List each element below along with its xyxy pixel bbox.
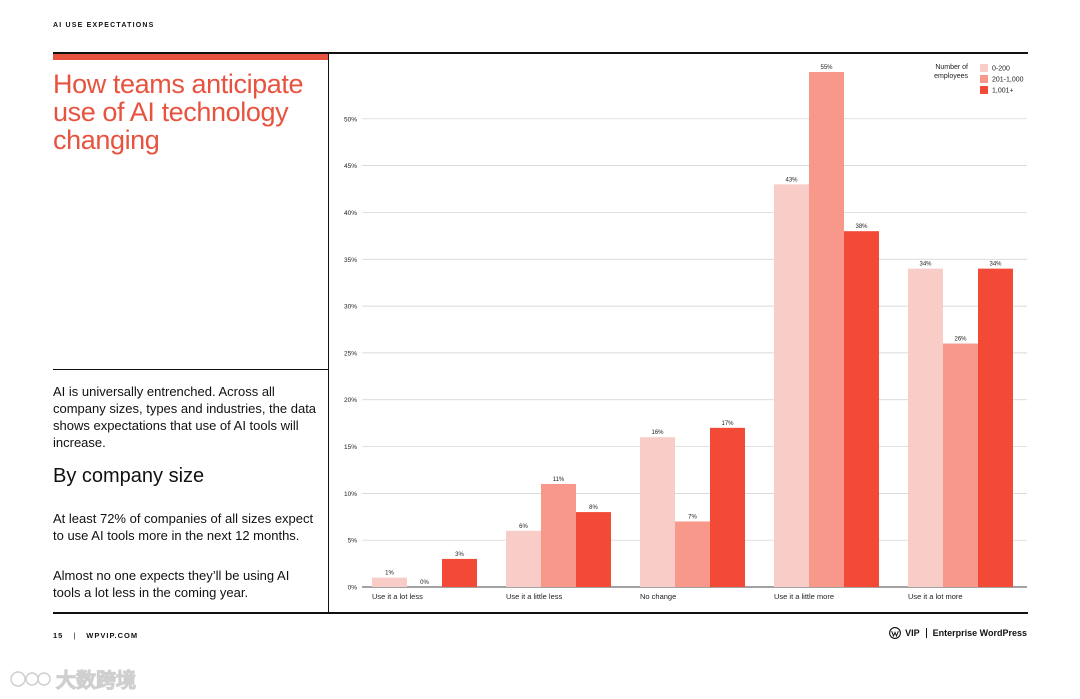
data-label: 0% xyxy=(420,580,429,586)
data-label: 3% xyxy=(455,552,464,558)
top-divider xyxy=(53,52,1028,54)
brand-vip: VIP xyxy=(905,628,920,638)
y-tick-label: 35% xyxy=(344,257,357,264)
bar xyxy=(372,577,407,587)
body-paragraph-2: Almost no one expects they’ll be using A… xyxy=(53,568,290,600)
bar xyxy=(675,521,710,587)
data-label: 1% xyxy=(385,571,394,577)
legend-title: employees xyxy=(934,73,968,80)
wordpress-logo-icon xyxy=(889,627,902,639)
y-tick-label: 40% xyxy=(344,210,357,217)
data-label: 26% xyxy=(954,337,967,343)
bottom-divider xyxy=(53,612,1028,614)
legend-label: 1,001+ xyxy=(992,88,1014,95)
data-label: 17% xyxy=(721,421,734,427)
x-tick-label: Use it a lot more xyxy=(908,592,963,601)
bar xyxy=(541,484,576,587)
bar xyxy=(640,437,675,587)
bar xyxy=(710,427,745,587)
data-label: 38% xyxy=(855,224,868,230)
data-label: 8% xyxy=(589,505,598,511)
data-label: 43% xyxy=(785,177,798,183)
footer-separator: | xyxy=(73,631,77,640)
brand-logo: VIP Enterprise WordPress xyxy=(889,627,1027,639)
x-tick-label: Use it a lot less xyxy=(372,592,423,601)
page-title: How teams anticipate use of AI technolog… xyxy=(53,69,304,155)
vertical-divider xyxy=(328,52,329,613)
data-label: 16% xyxy=(651,430,664,436)
accent-bar xyxy=(53,54,328,60)
body-paragraph-1: At least 72% of companies of all sizes e… xyxy=(53,511,314,543)
data-label: 34% xyxy=(919,262,932,268)
mid-divider xyxy=(53,369,328,370)
legend-swatch xyxy=(980,64,988,72)
bar xyxy=(908,268,943,587)
data-label: 7% xyxy=(688,514,697,520)
data-label: 55% xyxy=(820,65,833,71)
data-label: 34% xyxy=(989,262,1002,268)
data-label: 11% xyxy=(553,477,565,483)
bar xyxy=(774,184,809,587)
page-number: 15 xyxy=(53,631,64,640)
section-subheading: By company size xyxy=(53,465,205,487)
x-tick-label: Use it a little more xyxy=(774,592,834,601)
bar xyxy=(506,530,541,587)
legend-title: Number of xyxy=(935,64,968,71)
bar xyxy=(442,558,477,587)
y-tick-label: 10% xyxy=(344,491,357,498)
bar xyxy=(809,72,844,587)
watermark: 大数跨境 xyxy=(10,664,137,693)
brand-name: Enterprise WordPress xyxy=(932,628,1027,638)
bar xyxy=(978,268,1013,587)
intro-text: AI is universally entrenched. Across all… xyxy=(53,384,317,450)
legend-swatch xyxy=(980,86,988,94)
legend-label: 0-200 xyxy=(992,66,1010,73)
y-tick-label: 5% xyxy=(348,538,358,545)
y-tick-label: 30% xyxy=(344,304,357,311)
x-tick-label: No change xyxy=(640,592,676,601)
brand-separator xyxy=(925,628,927,638)
footer-page-info: 15 | WPVIP.COM xyxy=(53,631,138,640)
y-tick-label: 25% xyxy=(344,350,357,357)
data-label: 6% xyxy=(519,524,528,530)
y-tick-label: 0% xyxy=(348,585,358,592)
watermark-logo-icon xyxy=(10,670,51,687)
legend-swatch xyxy=(980,75,988,83)
section-label: AI USE EXPECTATIONS xyxy=(53,22,155,29)
x-tick-label: Use it a little less xyxy=(506,592,563,601)
y-tick-label: 20% xyxy=(344,397,357,404)
bar xyxy=(576,512,611,587)
bar xyxy=(943,343,978,587)
bar xyxy=(844,231,879,587)
y-tick-label: 50% xyxy=(344,116,357,123)
footer-site-link[interactable]: WPVIP.COM xyxy=(86,631,139,640)
legend-label: 201-1,000 xyxy=(992,77,1024,84)
y-tick-label: 15% xyxy=(344,444,357,451)
watermark-text: 大数跨境 xyxy=(56,670,137,693)
y-tick-label: 45% xyxy=(344,163,357,170)
